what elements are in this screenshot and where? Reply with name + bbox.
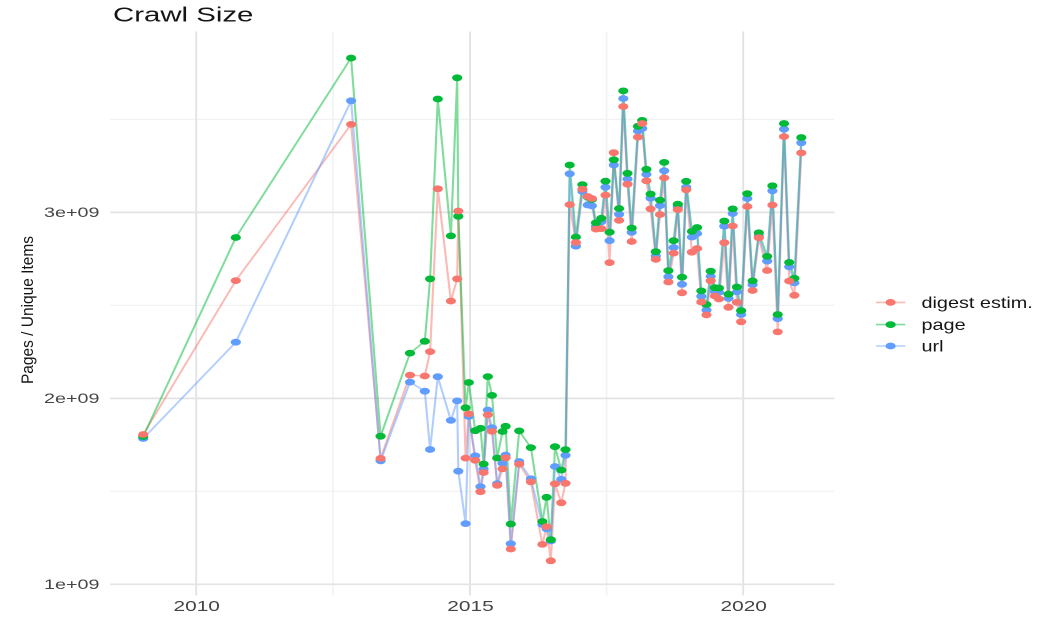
svg-text:url: url — [922, 337, 944, 355]
svg-text:1e+09: 1e+09 — [44, 577, 99, 593]
svg-text:3e+09: 3e+09 — [44, 205, 99, 221]
svg-text:Pages / Unique Items: Pages / Unique Items — [20, 236, 37, 384]
svg-text:2e+09: 2e+09 — [44, 391, 99, 407]
svg-text:digest estim.: digest estim. — [922, 294, 1033, 312]
svg-text:2015: 2015 — [447, 598, 493, 614]
svg-text:2020: 2020 — [720, 598, 766, 614]
svg-text:page: page — [922, 316, 966, 334]
svg-text:Crawl Size: Crawl Size — [113, 4, 253, 26]
svg-text:2010: 2010 — [173, 598, 219, 614]
